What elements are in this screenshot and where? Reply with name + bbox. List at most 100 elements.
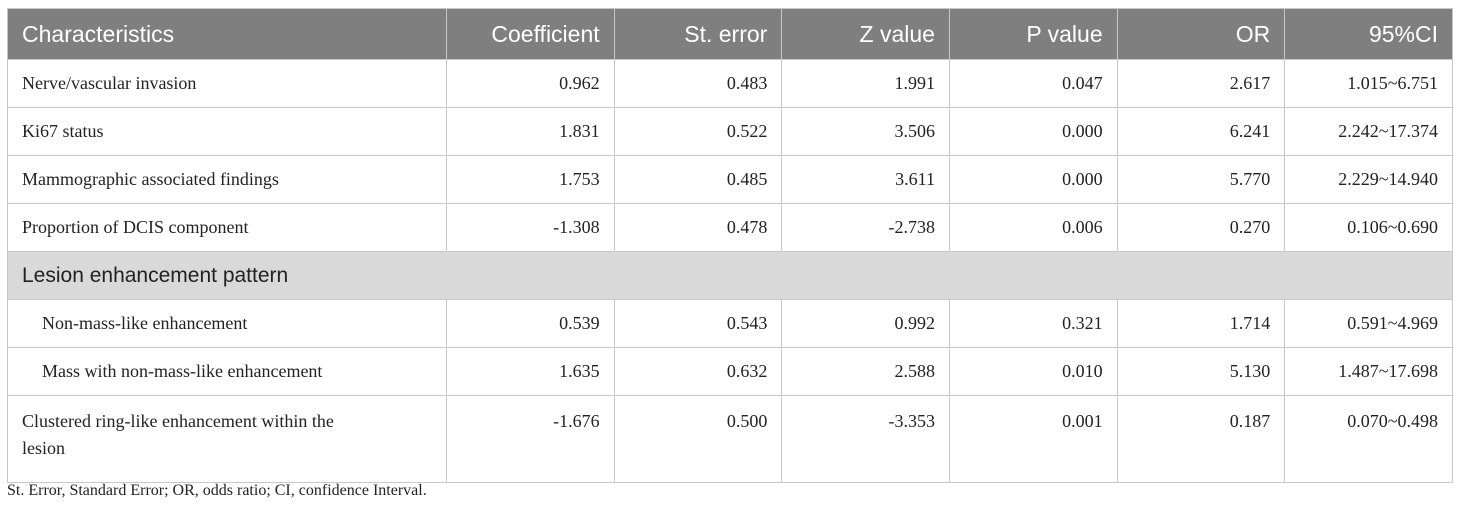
table-cell: 0.001 <box>948 395 1118 483</box>
cell-text: 1.753 <box>559 169 600 189</box>
table-cell: Clustered ring-like enhancement within t… <box>7 395 447 483</box>
cell-text: 2.242~17.374 <box>1338 121 1438 141</box>
table-cell: 0.000 <box>948 107 1118 156</box>
table-cell: 1.753 <box>446 155 615 204</box>
cell-text: 0.485 <box>726 169 768 189</box>
cell-text: 1.714 <box>1229 313 1271 333</box>
table-cell: Ki67 status <box>7 107 447 156</box>
table-cell: 0.000 <box>948 155 1118 204</box>
header-cell: 95%CI <box>1284 8 1453 60</box>
table-row: Mass with non-mass-like enhancement 1.635… <box>7 347 1453 396</box>
header-cell: Z value <box>781 8 950 60</box>
cell-text: -2.738 <box>888 217 935 237</box>
table-cell: 0.962 <box>446 59 615 108</box>
table-cell: 2.588 <box>781 347 950 396</box>
table-cell: 1.487~17.698 <box>1284 347 1453 396</box>
header-cell: P value <box>948 8 1118 60</box>
table-cell: 2.229~14.940 <box>1284 155 1453 204</box>
table-row: Mammographic associated findings 1.753 0.4… <box>7 155 1453 204</box>
cell-text: 0.006 <box>1062 217 1103 237</box>
table-cell: 0.992 <box>781 299 950 348</box>
cell-text: 2.229~14.940 <box>1338 169 1438 189</box>
table-cell: 0.543 <box>613 299 783 348</box>
cell-text: Non-mass-like enhancement <box>42 313 248 333</box>
cell-text: 6.241 <box>1229 121 1271 141</box>
table-body: Nerve/vascular invasion 0.962 0.483 1.991 0.… <box>7 59 1453 483</box>
cell-text: 1.487~17.698 <box>1338 361 1438 381</box>
cell-text: 0.000 <box>1062 169 1103 189</box>
table-cell: -1.676 <box>446 395 615 483</box>
table-cell: 0.006 <box>948 203 1118 252</box>
cell-text: 2.588 <box>894 361 935 381</box>
table-cell: -1.308 <box>446 203 615 252</box>
table: Characteristics Coefficient St. error Z val… <box>7 8 1453 483</box>
table-cell: -3.353 <box>781 395 950 483</box>
table-cell: 0.539 <box>446 299 615 348</box>
cell-text: 0.543 <box>726 313 768 333</box>
cell-text: 0.500 <box>726 411 768 431</box>
table-cell: 0.478 <box>613 203 783 252</box>
cell-text: Clustered ring-like enhancement within t… <box>22 411 334 458</box>
table-cell: Proportion of DCIS component <box>7 203 447 252</box>
cell-text: 0.539 <box>559 313 600 333</box>
table-cell: 1.635 <box>446 347 615 396</box>
table-cell: 0.632 <box>613 347 783 396</box>
footnote: St. Error, Standard Error; OR, odds rati… <box>7 482 427 499</box>
table-cell: 1.831 <box>446 107 615 156</box>
table-cell: 2.617 <box>1116 59 1286 108</box>
cell-text: 3.611 <box>895 169 935 189</box>
header-cell: Coefficient <box>446 8 615 60</box>
table-cell: Mass with non-mass-like enhancement <box>7 347 447 396</box>
cell-text: 0.992 <box>894 313 935 333</box>
cell-text: 5.770 <box>1229 169 1271 189</box>
cell-text: 2.617 <box>1229 73 1271 93</box>
table-row: Clustered ring-like enhancement within t… <box>7 395 1453 483</box>
table-cell: 0.270 <box>1116 203 1286 252</box>
cell-text: 0.483 <box>726 73 768 93</box>
table-cell: 0.500 <box>613 395 783 483</box>
cell-text: 0.321 <box>1062 313 1103 333</box>
cell-text: 0.070~0.498 <box>1347 411 1438 431</box>
header-cell: OR <box>1116 8 1286 60</box>
cell-text: 0.632 <box>726 361 768 381</box>
table-cell: Non-mass-like enhancement <box>7 299 447 348</box>
table-cell: 5.130 <box>1116 347 1286 396</box>
header-cell: St. error <box>613 8 783 60</box>
cell-text: 1.991 <box>894 73 935 93</box>
table-cell: 2.242~17.374 <box>1284 107 1453 156</box>
table-row: Non-mass-like enhancement 0.539 0.543 0.992… <box>7 299 1453 348</box>
table-row: Lesion enhancement pattern <box>7 251 1453 300</box>
cell-text: 1.635 <box>559 361 600 381</box>
cell-text: Proportion of DCIS component <box>22 217 249 237</box>
cell-text: Mammographic associated findings <box>22 169 279 189</box>
header-row: Characteristics Coefficient St. error Z val… <box>7 8 1453 60</box>
cell-text: 0.106~0.690 <box>1347 217 1438 237</box>
table-cell: 0.591~4.969 <box>1284 299 1453 348</box>
cell-text: 0.010 <box>1062 361 1103 381</box>
header-cell: Characteristics <box>7 8 447 60</box>
cell-text: 0.522 <box>726 121 768 141</box>
table-cell: 0.187 <box>1116 395 1286 483</box>
cell-text: 1.015~6.751 <box>1347 73 1438 93</box>
table-cell: 3.611 <box>781 155 950 204</box>
table-row: Nerve/vascular invasion 0.962 0.483 1.991 0.… <box>7 59 1453 108</box>
cell-text: 0.187 <box>1229 411 1271 431</box>
table-cell: 1.714 <box>1116 299 1286 348</box>
table-cell: 0.522 <box>613 107 783 156</box>
table-cell: 6.241 <box>1116 107 1286 156</box>
table-cell: 1.991 <box>781 59 950 108</box>
cell-text: Ki67 status <box>22 121 104 141</box>
cell-text: 0.962 <box>559 73 600 93</box>
table-cell: 0.047 <box>948 59 1118 108</box>
section-cell: Lesion enhancement pattern <box>7 251 1453 300</box>
cell-text: Mass with non-mass-like enhancement <box>42 361 323 381</box>
table-cell: 1.015~6.751 <box>1284 59 1453 108</box>
table-cell: 0.106~0.690 <box>1284 203 1453 252</box>
cell-text: Nerve/vascular invasion <box>22 73 197 93</box>
cell-text: 1.831 <box>559 121 600 141</box>
table-cell: Mammographic associated findings <box>7 155 447 204</box>
cell-text: 0.000 <box>1062 121 1103 141</box>
table-cell: 3.506 <box>781 107 950 156</box>
cell-text: 0.478 <box>726 217 768 237</box>
